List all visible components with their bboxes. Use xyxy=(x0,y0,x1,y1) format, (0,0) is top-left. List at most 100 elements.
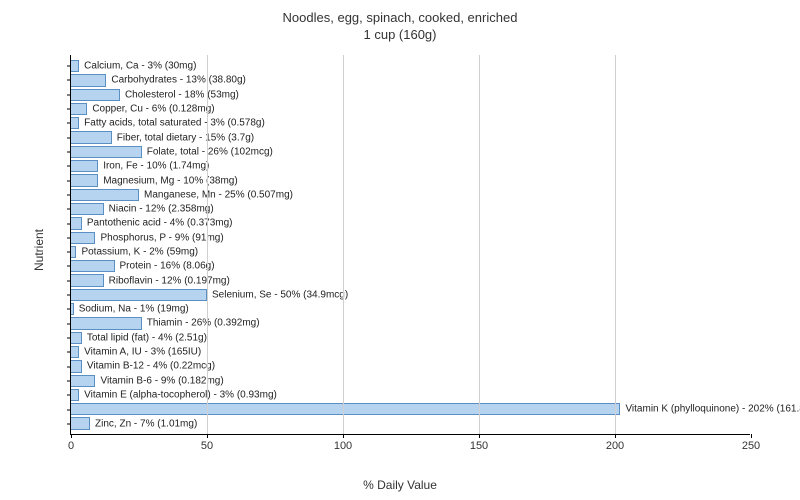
nutrient-label: Copper, Cu - 6% (0.128mg) xyxy=(89,104,214,115)
bar-row: Pantothenic acid - 4% (0.373mg) xyxy=(71,216,750,230)
xtick-label: 250 xyxy=(742,440,760,452)
ytick-mark xyxy=(67,309,71,310)
nutrient-bar xyxy=(71,417,90,429)
x-axis-label: % Daily Value xyxy=(363,478,437,492)
nutrient-label: Zinc, Zn - 7% (1.01mg) xyxy=(92,418,197,429)
ytick-mark xyxy=(67,295,71,296)
nutrient-label: Phosphorus, P - 9% (91mg) xyxy=(97,232,223,243)
nutrient-bar xyxy=(71,317,142,329)
ytick-mark xyxy=(67,280,71,281)
nutrient-bar xyxy=(71,189,139,201)
bar-row: Cholesterol - 18% (53mg) xyxy=(71,88,750,102)
bar-row: Magnesium, Mg - 10% (38mg) xyxy=(71,173,750,187)
gridline xyxy=(207,55,208,434)
nutrient-bar xyxy=(71,274,104,286)
xtick-label: 100 xyxy=(334,440,352,452)
nutrient-label: Sodium, Na - 1% (19mg) xyxy=(76,304,189,315)
nutrient-bar xyxy=(71,389,79,401)
bar-row: Phosphorus, P - 9% (91mg) xyxy=(71,231,750,245)
bar-row: Vitamin K (phylloquinone) - 202% (161.8m… xyxy=(71,402,750,416)
nutrient-bar xyxy=(71,232,95,244)
ytick-mark xyxy=(67,323,71,324)
bar-row: Thiamin - 26% (0.392mg) xyxy=(71,316,750,330)
bar-row: Sodium, Na - 1% (19mg) xyxy=(71,302,750,316)
bar-row: Potassium, K - 2% (59mg) xyxy=(71,245,750,259)
nutrient-label: Thiamin - 26% (0.392mg) xyxy=(144,318,260,329)
ytick-mark xyxy=(67,423,71,424)
nutrient-label: Vitamin K (phylloquinone) - 202% (161.8m… xyxy=(622,404,800,415)
nutrient-label: Protein - 16% (8.06g) xyxy=(117,261,215,272)
nutrient-bar xyxy=(71,246,76,258)
bar-row: Carbohydrates - 13% (38.80g) xyxy=(71,73,750,87)
ytick-mark xyxy=(67,266,71,267)
bar-row: Total lipid (fat) - 4% (2.51g) xyxy=(71,331,750,345)
nutrient-label: Vitamin E (alpha-tocopherol) - 3% (0.93m… xyxy=(81,389,277,400)
xtick-mark xyxy=(343,434,344,438)
bar-row: Folate, total - 26% (102mcg) xyxy=(71,145,750,159)
nutrient-label: Vitamin B-6 - 9% (0.182mg) xyxy=(97,375,223,386)
bar-row: Vitamin B-12 - 4% (0.22mcg) xyxy=(71,359,750,373)
bar-row: Riboflavin - 12% (0.197mg) xyxy=(71,273,750,287)
xtick-mark xyxy=(71,434,72,438)
gridline xyxy=(479,55,480,434)
bar-row: Vitamin E (alpha-tocopherol) - 3% (0.93m… xyxy=(71,388,750,402)
ytick-mark xyxy=(67,409,71,410)
ytick-mark xyxy=(67,137,71,138)
ytick-mark xyxy=(67,352,71,353)
nutrient-label: Magnesium, Mg - 10% (38mg) xyxy=(100,175,238,186)
nutrient-bar xyxy=(71,146,142,158)
ytick-mark xyxy=(67,209,71,210)
nutrient-bar xyxy=(71,217,82,229)
gridline xyxy=(343,55,344,434)
bar-row: Copper, Cu - 6% (0.128mg) xyxy=(71,102,750,116)
xtick-mark xyxy=(479,434,480,438)
nutrient-bar xyxy=(71,89,120,101)
bar-row: Fiber, total dietary - 15% (3.7g) xyxy=(71,130,750,144)
ytick-mark xyxy=(67,223,71,224)
chart-title: Noodles, egg, spinach, cooked, enriched … xyxy=(0,0,800,44)
bars-container: Calcium, Ca - 3% (30mg)Carbohydrates - 1… xyxy=(71,59,750,430)
ytick-mark xyxy=(67,109,71,110)
nutrient-label: Selenium, Se - 50% (34.9mcg) xyxy=(209,289,348,300)
nutrient-bar xyxy=(71,174,98,186)
xtick-label: 50 xyxy=(201,440,213,452)
ytick-mark xyxy=(67,252,71,253)
nutrient-label: Manganese, Mn - 25% (0.507mg) xyxy=(141,189,293,200)
nutrient-bar xyxy=(71,360,82,372)
nutrient-bar xyxy=(71,346,79,358)
title-line1: Noodles, egg, spinach, cooked, enriched xyxy=(283,10,518,25)
ytick-mark xyxy=(67,80,71,81)
nutrient-bar xyxy=(71,131,112,143)
bar-row: Vitamin A, IU - 3% (165IU) xyxy=(71,345,750,359)
ytick-mark xyxy=(67,366,71,367)
ytick-mark xyxy=(67,66,71,67)
plot-region: Calcium, Ca - 3% (30mg)Carbohydrates - 1… xyxy=(70,55,750,435)
nutrient-label: Cholesterol - 18% (53mg) xyxy=(122,89,239,100)
bar-row: Manganese, Mn - 25% (0.507mg) xyxy=(71,188,750,202)
nutrient-label: Riboflavin - 12% (0.197mg) xyxy=(106,275,230,286)
ytick-mark xyxy=(67,237,71,238)
nutrient-bar xyxy=(71,303,74,315)
nutrient-bar xyxy=(71,332,82,344)
ytick-mark xyxy=(67,166,71,167)
chart-area: Calcium, Ca - 3% (30mg)Carbohydrates - 1… xyxy=(70,55,770,455)
nutrient-label: Niacin - 12% (2.358mg) xyxy=(106,204,214,215)
nutrient-label: Vitamin A, IU - 3% (165IU) xyxy=(81,347,201,358)
nutrient-label: Folate, total - 26% (102mcg) xyxy=(144,146,273,157)
nutrient-label: Fiber, total dietary - 15% (3.7g) xyxy=(114,132,254,143)
bar-row: Niacin - 12% (2.358mg) xyxy=(71,202,750,216)
title-line2: 1 cup (160g) xyxy=(364,27,437,42)
nutrient-bar xyxy=(71,74,106,86)
nutrient-label: Carbohydrates - 13% (38.80g) xyxy=(108,75,246,86)
ytick-mark xyxy=(67,395,71,396)
xtick-mark xyxy=(751,434,752,438)
xtick-label: 200 xyxy=(606,440,624,452)
nutrient-label: Potassium, K - 2% (59mg) xyxy=(78,247,198,258)
ytick-mark xyxy=(67,380,71,381)
bar-row: Zinc, Zn - 7% (1.01mg) xyxy=(71,416,750,430)
bar-row: Iron, Fe - 10% (1.74mg) xyxy=(71,159,750,173)
nutrient-label: Iron, Fe - 10% (1.74mg) xyxy=(100,161,209,172)
nutrient-bar xyxy=(71,375,95,387)
nutrient-bar xyxy=(71,117,79,129)
ytick-mark xyxy=(67,194,71,195)
